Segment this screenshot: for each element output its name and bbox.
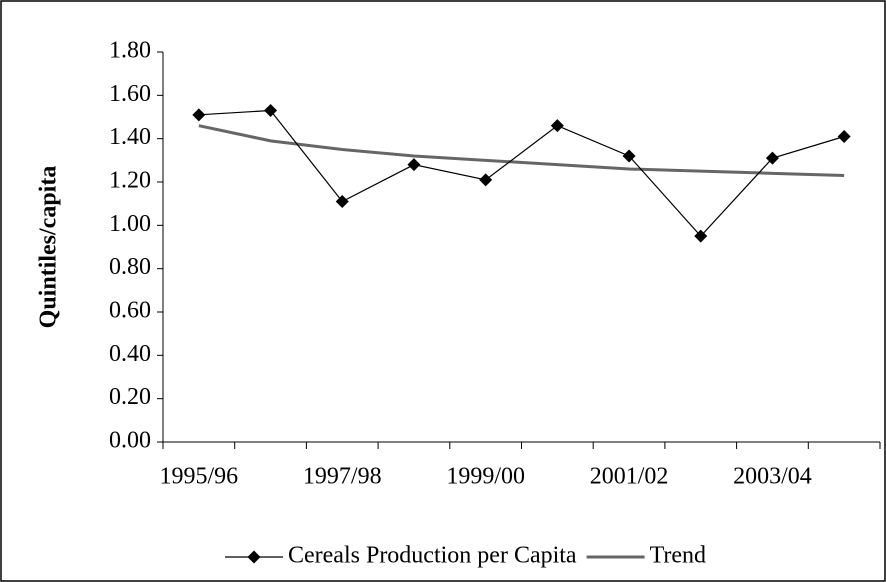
y-tick-label: 0.60 [109, 298, 151, 324]
data-point [264, 104, 278, 117]
data-point [622, 149, 636, 163]
y-tick-label: 1.00 [109, 211, 151, 237]
y-axis-label: Quintiles/capita [36, 166, 62, 329]
data-point [765, 151, 779, 165]
series-line [198, 109, 845, 238]
series-line [198, 124, 845, 177]
y-tick-label: 0.40 [109, 341, 151, 367]
data-point [407, 158, 421, 172]
y-tick-label: 1.40 [109, 124, 151, 150]
x-tick-label: 2001/02 [590, 464, 669, 490]
x-tick-label: 2003/04 [733, 464, 812, 490]
data-point [550, 119, 564, 133]
y-tick-label: 1.20 [109, 168, 151, 194]
data-point [335, 195, 349, 208]
y-tick-label: 1.80 [109, 38, 151, 64]
data-point [479, 173, 493, 187]
y-tick-label: 0.00 [109, 428, 151, 454]
legend-label: Trend [650, 543, 706, 569]
data-point [837, 130, 851, 143]
data-point [192, 108, 206, 122]
legend-marker [247, 550, 261, 564]
y-tick-label: 1.60 [109, 81, 151, 107]
y-tick-label: 0.80 [109, 254, 151, 280]
data-point [694, 229, 708, 243]
y-tick-label: 0.20 [109, 384, 151, 410]
legend-label: Cereals Production per Capita [288, 543, 577, 569]
x-tick-label: 1999/00 [446, 464, 525, 490]
x-tick-label: 1995/96 [160, 464, 239, 490]
x-tick-label: 1997/98 [303, 464, 382, 490]
